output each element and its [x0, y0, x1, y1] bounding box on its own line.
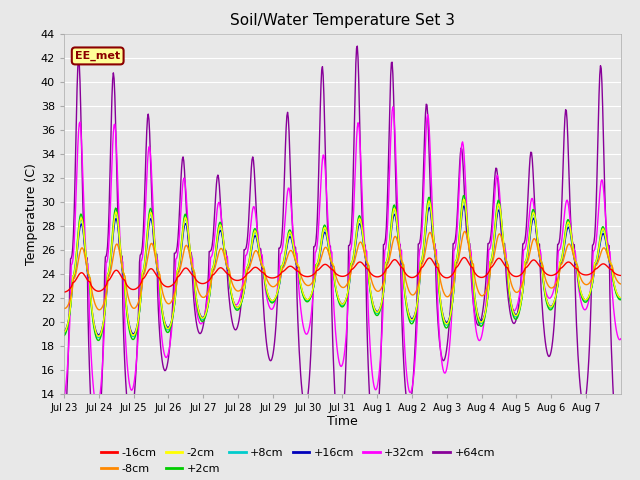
+32cm — [93, 404, 101, 410]
+32cm — [60, 395, 68, 401]
+16cm — [617, 295, 625, 300]
-8cm — [228, 281, 236, 287]
-2cm — [95, 334, 102, 339]
+8cm — [432, 255, 440, 261]
+32cm — [401, 353, 409, 359]
-2cm — [228, 295, 236, 300]
+2cm — [617, 297, 625, 302]
+8cm — [277, 267, 285, 273]
-16cm — [431, 262, 439, 268]
Line: +8cm: +8cm — [64, 201, 621, 337]
+2cm — [277, 263, 285, 269]
+8cm — [617, 296, 625, 301]
-8cm — [277, 272, 285, 277]
+32cm — [256, 248, 264, 254]
+64cm — [353, 43, 361, 49]
+64cm — [433, 288, 440, 294]
+32cm — [277, 251, 285, 256]
Line: +16cm: +16cm — [64, 206, 621, 335]
-2cm — [277, 267, 285, 273]
+16cm — [60, 328, 68, 334]
+16cm — [460, 203, 468, 209]
-8cm — [60, 305, 68, 311]
-2cm — [432, 253, 440, 259]
+32cm — [228, 295, 236, 301]
Title: Soil/Water Temperature Set 3: Soil/Water Temperature Set 3 — [230, 13, 455, 28]
-16cm — [400, 267, 408, 273]
+8cm — [228, 296, 236, 302]
-8cm — [96, 307, 104, 312]
+16cm — [228, 295, 236, 300]
Line: +32cm: +32cm — [64, 107, 621, 407]
+16cm — [126, 325, 134, 331]
+32cm — [389, 104, 397, 110]
+64cm — [92, 451, 100, 456]
+64cm — [60, 437, 68, 443]
+64cm — [401, 383, 409, 389]
-8cm — [461, 228, 468, 234]
+16cm — [277, 270, 285, 276]
+16cm — [401, 285, 408, 290]
+8cm — [401, 286, 408, 292]
Y-axis label: Temperature (C): Temperature (C) — [25, 163, 38, 264]
+2cm — [432, 254, 440, 260]
-8cm — [126, 300, 134, 306]
Line: -8cm: -8cm — [64, 231, 621, 310]
-16cm — [460, 255, 468, 261]
+8cm — [126, 328, 134, 334]
+32cm — [126, 384, 134, 390]
X-axis label: Time: Time — [327, 415, 358, 429]
-8cm — [432, 254, 440, 260]
+2cm — [94, 337, 102, 343]
+32cm — [617, 336, 625, 342]
Line: +64cm: +64cm — [64, 46, 621, 454]
+64cm — [256, 246, 264, 252]
+2cm — [228, 298, 236, 303]
+2cm — [126, 331, 134, 336]
-16cm — [255, 267, 263, 273]
-2cm — [617, 295, 625, 300]
-2cm — [401, 284, 408, 290]
+64cm — [277, 241, 285, 247]
+2cm — [60, 333, 68, 338]
+32cm — [433, 247, 440, 252]
-8cm — [617, 281, 625, 287]
+2cm — [256, 253, 264, 259]
+64cm — [228, 320, 236, 325]
-2cm — [460, 197, 468, 203]
+8cm — [60, 330, 68, 336]
+16cm — [432, 256, 440, 262]
+16cm — [256, 255, 264, 261]
-2cm — [60, 329, 68, 335]
+8cm — [256, 254, 264, 260]
-2cm — [126, 326, 134, 332]
+2cm — [401, 288, 408, 294]
-8cm — [256, 257, 264, 263]
Line: -2cm: -2cm — [64, 200, 621, 336]
-16cm — [60, 289, 68, 295]
-16cm — [228, 276, 236, 281]
+2cm — [460, 192, 468, 198]
Text: EE_met: EE_met — [75, 51, 120, 61]
+64cm — [617, 424, 625, 430]
+64cm — [126, 417, 134, 422]
+16cm — [95, 332, 102, 338]
+8cm — [460, 198, 468, 204]
-16cm — [125, 285, 133, 291]
Legend: -16cm, -8cm, -2cm, +2cm, +8cm, +16cm, +32cm, +64cm: -16cm, -8cm, -2cm, +2cm, +8cm, +16cm, +3… — [96, 444, 500, 478]
-8cm — [401, 270, 408, 276]
-2cm — [256, 252, 264, 258]
-16cm — [276, 271, 284, 277]
Line: +2cm: +2cm — [64, 195, 621, 340]
+8cm — [95, 335, 102, 340]
-16cm — [617, 273, 625, 278]
Line: -16cm: -16cm — [64, 258, 621, 292]
